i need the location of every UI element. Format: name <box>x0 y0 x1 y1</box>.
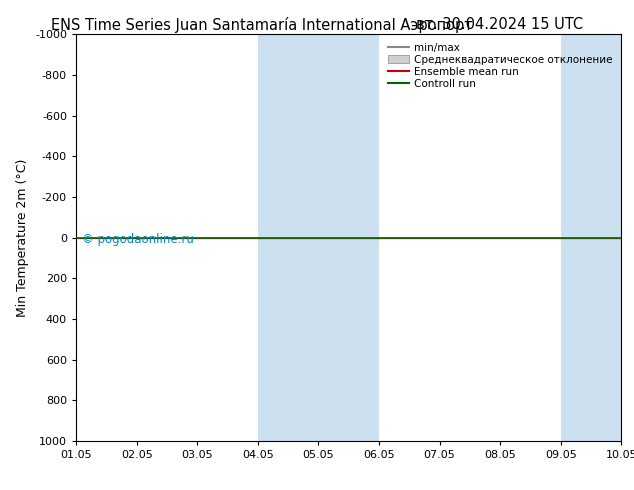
Bar <box>258 34 318 441</box>
Bar <box>560 34 621 441</box>
Text: ENS Time Series Juan Santamaría International Аэропорт: ENS Time Series Juan Santamaría Internat… <box>51 17 472 33</box>
Bar <box>318 34 379 441</box>
Y-axis label: Min Temperature 2m (°C): Min Temperature 2m (°C) <box>16 158 30 317</box>
Text: © pogodaonline.ru: © pogodaonline.ru <box>82 233 193 246</box>
Legend: min/max, Среднеквадратическое отклонение, Ensemble mean run, Controll run: min/max, Среднеквадратическое отклонение… <box>385 40 616 92</box>
Text: вт. 30.04.2024 15 UTC: вт. 30.04.2024 15 UTC <box>416 17 583 32</box>
